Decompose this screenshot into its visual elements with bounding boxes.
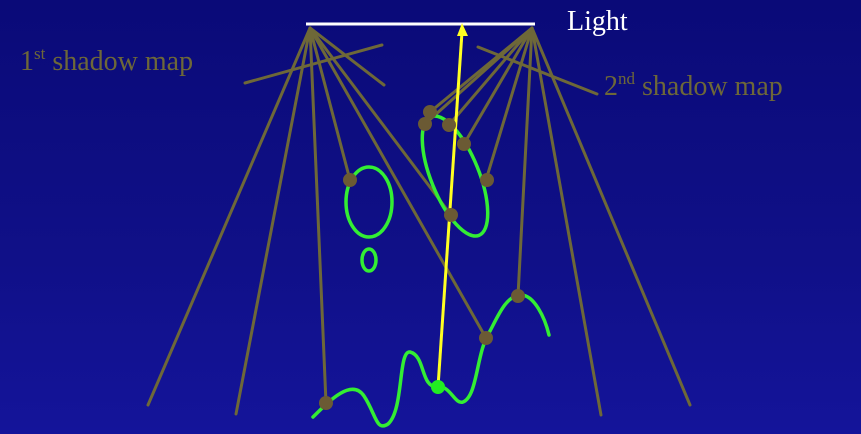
query-ray-arrowhead bbox=[457, 23, 468, 36]
scene-geometry bbox=[311, 114, 551, 428]
sample-point bbox=[444, 208, 458, 222]
second-shadow-map bbox=[423, 26, 692, 417]
sample-points bbox=[319, 105, 525, 410]
sample-point bbox=[418, 117, 432, 131]
second-map-ray bbox=[447, 26, 534, 127]
sample-point bbox=[319, 396, 333, 410]
second-shadow-map-label: 2nd shadow map bbox=[604, 70, 783, 102]
second-map-ray bbox=[484, 26, 534, 182]
first-map-ray bbox=[308, 26, 386, 87]
first-map-number: 1 bbox=[20, 46, 34, 77]
second-map-ray bbox=[530, 26, 603, 417]
second-map-ray bbox=[516, 26, 534, 298]
second-map-ray bbox=[462, 26, 534, 146]
second-map-ray bbox=[428, 26, 534, 114]
ground-surface-curve bbox=[311, 293, 551, 428]
sample-point bbox=[343, 173, 357, 187]
first-map-ray bbox=[308, 26, 453, 217]
first-shadow-map-plane bbox=[243, 43, 384, 85]
second-map-ordinal: nd bbox=[618, 69, 635, 88]
sample-point bbox=[423, 105, 437, 119]
first-map-ray bbox=[234, 26, 312, 416]
sample-point bbox=[442, 118, 456, 132]
second-map-text: shadow map bbox=[635, 71, 783, 102]
query-point bbox=[431, 380, 445, 394]
left-ellipse-object bbox=[344, 165, 394, 239]
small-ellipse-object bbox=[360, 247, 378, 273]
first-map-ray bbox=[146, 26, 312, 407]
first-map-ray bbox=[308, 26, 488, 340]
sample-point bbox=[480, 173, 494, 187]
second-map-ray bbox=[530, 26, 692, 407]
first-map-ray bbox=[308, 26, 352, 182]
second-map-number: 2 bbox=[604, 71, 618, 102]
first-map-text: shadow map bbox=[45, 46, 194, 77]
first-shadow-map-label: 1st shadow map bbox=[20, 45, 194, 77]
first-map-ordinal: st bbox=[34, 44, 46, 63]
first-shadow-map bbox=[146, 26, 488, 416]
sample-point bbox=[457, 137, 471, 151]
sample-point bbox=[511, 289, 525, 303]
first-map-ray bbox=[308, 26, 328, 405]
light-label: Light bbox=[567, 6, 628, 37]
sample-point bbox=[479, 331, 493, 345]
